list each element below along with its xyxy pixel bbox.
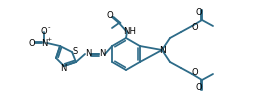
Text: +: + xyxy=(46,37,52,41)
Text: O: O xyxy=(192,23,198,31)
Text: N: N xyxy=(99,49,105,58)
Text: O: O xyxy=(196,7,202,16)
Text: O: O xyxy=(196,82,202,92)
Text: O: O xyxy=(107,10,113,19)
Text: S: S xyxy=(72,47,78,56)
Text: N: N xyxy=(60,64,66,73)
Text: N: N xyxy=(159,46,165,54)
Text: O: O xyxy=(192,68,198,76)
Text: N: N xyxy=(41,38,47,48)
Text: O: O xyxy=(29,38,35,48)
Text: -: - xyxy=(48,24,50,30)
Text: NH: NH xyxy=(123,27,136,36)
Text: N: N xyxy=(85,49,91,58)
Text: O: O xyxy=(41,27,47,36)
